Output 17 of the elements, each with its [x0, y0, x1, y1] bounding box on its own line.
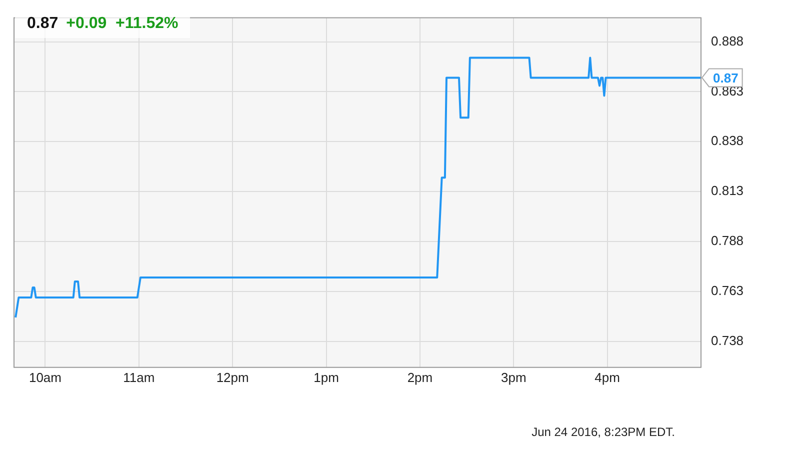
x-tick-label: 10am — [28, 370, 62, 385]
x-tick-label: 11am — [123, 370, 155, 385]
x-tick-label: 12pm — [216, 370, 249, 385]
x-tick-label: 2pm — [407, 370, 433, 385]
x-tick-label: 1pm — [314, 370, 339, 385]
chart-subtitle: +0.09 +11.52% — [66, 15, 178, 32]
annotation: 0.87 — [713, 70, 738, 86]
x-tick-label: 3pm — [500, 370, 526, 385]
y-tick-label: 0.738 — [711, 333, 744, 348]
y-tick-label: 0.788 — [711, 233, 744, 248]
y-tick-label: 0.888 — [711, 33, 744, 48]
text: Jun 24 2016, 8:23PM EDT. — [532, 425, 675, 439]
chart-title: 0.87 — [27, 15, 58, 32]
x-tick-label: 4pm — [594, 370, 620, 385]
y-tick-label: 0.838 — [711, 133, 744, 148]
y-tick-label: 0.813 — [711, 183, 744, 198]
y-tick-label: 0.763 — [711, 283, 744, 298]
